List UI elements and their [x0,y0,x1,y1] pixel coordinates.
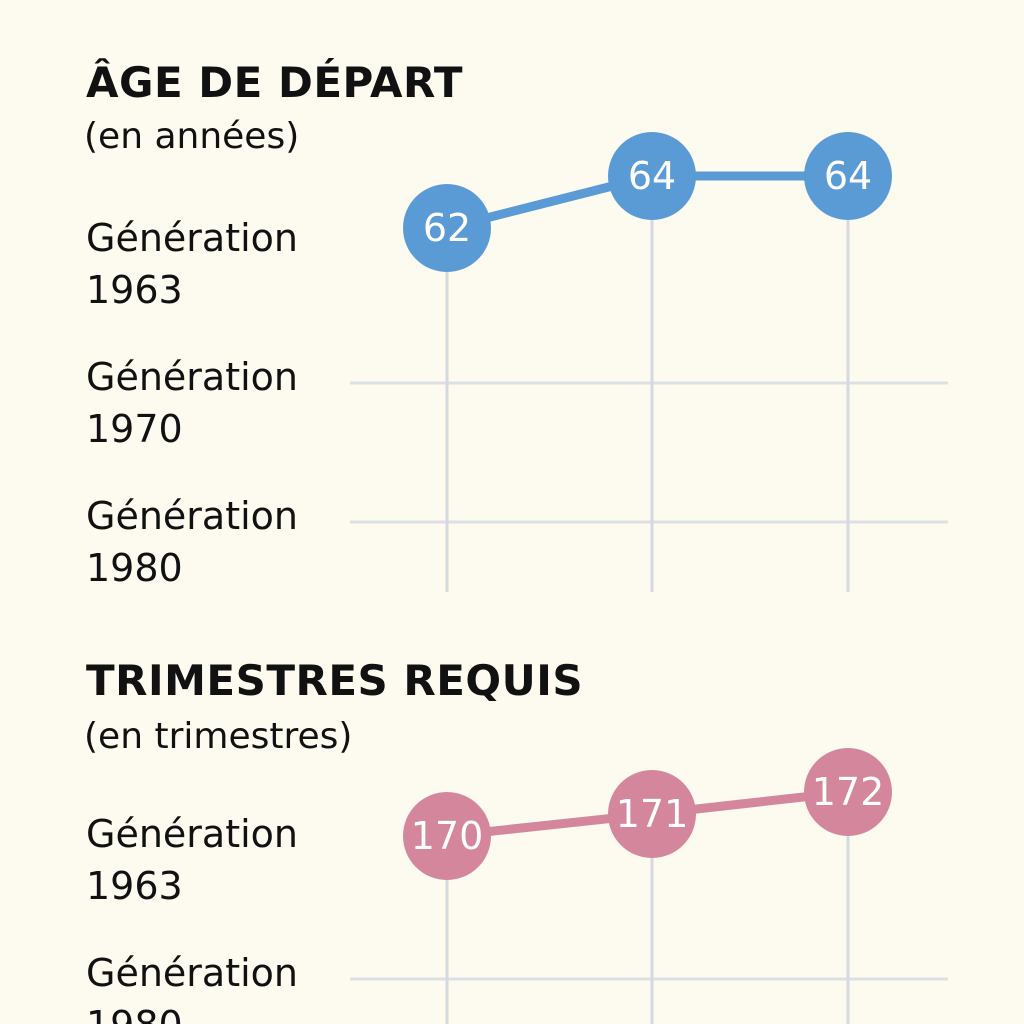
value-label: 171 [616,792,689,836]
row-label: Génération 1963 [86,812,298,908]
value-label: 170 [411,814,484,858]
chart-subtitle: (en années) [84,116,300,157]
dot [608,770,696,858]
value-label: 64 [824,154,872,198]
row-label: Génération 1980 [86,951,298,1024]
chart-subtitle: (en trimestres) [84,716,353,757]
dot [403,792,491,880]
chart-title: TRIMESTRES REQUIS [86,656,584,705]
value-label: 172 [812,770,885,814]
row-label: Génération 1963 [86,216,298,312]
dot [608,132,696,220]
dot [403,184,491,272]
value-label: 62 [423,206,471,250]
dot [804,748,892,836]
row-label: Génération 1980 [86,494,298,590]
value-label: 64 [628,154,676,198]
row-label: Génération 1970 [86,355,298,451]
chart-title: ÂGE DE DÉPART [86,58,464,107]
dot [804,132,892,220]
